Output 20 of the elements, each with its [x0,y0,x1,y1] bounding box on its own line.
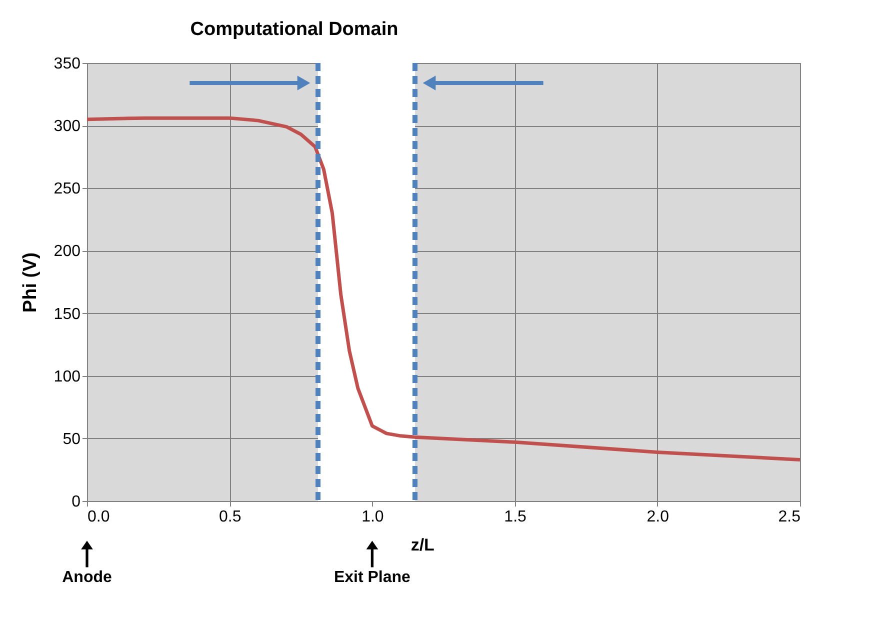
text: Anode [62,569,112,586]
y-axis-title: Phi (V) [20,252,41,313]
y-tick-label: 250 [54,180,81,198]
x-tick-label: 1.5 [504,508,527,526]
chart-title: Computational Domain [190,19,398,40]
x-tick-label: 0.0 [88,508,110,526]
x-tick-label: 0.5 [218,508,242,526]
x-tick-label: 1.0 [362,508,384,526]
line-series [85,116,802,462]
y-tick-label: 0 [72,494,81,510]
x-tick-label: 2.5 [778,508,801,526]
text: Exit Plane [334,569,411,586]
y-tick-label: 350 [54,56,81,72]
x-tick-label: 2.0 [646,508,670,526]
y-tick-label: 300 [54,118,81,136]
x-axis-title: z/L [410,536,434,554]
y-tick-label: 150 [54,306,81,323]
y-tick-label: 100 [54,368,81,386]
y-tick-label: 50 [62,430,81,448]
y-tick-label: 200 [54,243,81,260]
